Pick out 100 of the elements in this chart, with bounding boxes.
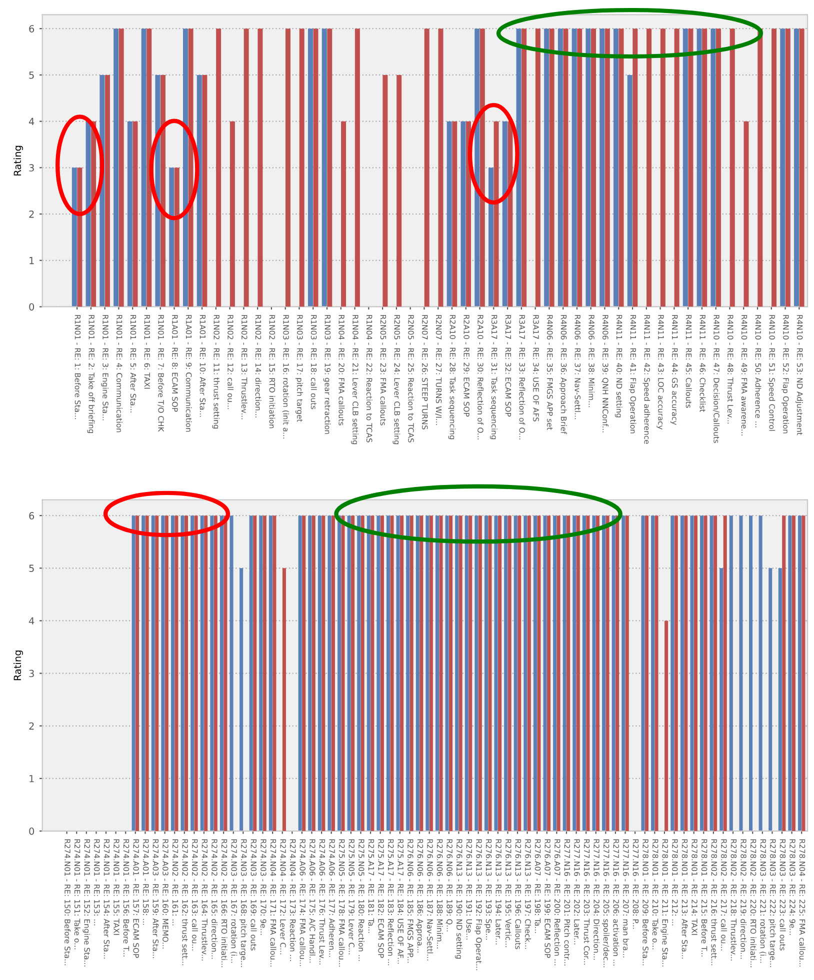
bar: [533, 516, 537, 832]
bar: [127, 121, 132, 307]
bar: [160, 74, 166, 307]
bar: [194, 516, 198, 832]
bar: [674, 28, 680, 307]
bar: [802, 516, 806, 832]
y-tick-label: 3: [29, 164, 34, 172]
bar: [792, 516, 796, 832]
bar: [563, 28, 568, 307]
bar: [618, 28, 624, 307]
bar: [174, 516, 178, 832]
bar: [327, 28, 332, 307]
bar: [702, 28, 708, 307]
bar: [498, 516, 502, 832]
bar: [464, 516, 468, 832]
y-axis-title: Rating: [14, 146, 23, 176]
bar: [468, 516, 472, 832]
bar: [651, 516, 655, 832]
bar: [155, 74, 160, 307]
bar: [586, 28, 591, 307]
bar: [308, 28, 313, 307]
bar: [308, 516, 312, 832]
bar: [592, 516, 596, 832]
bar: [544, 28, 550, 307]
bar: [142, 516, 146, 832]
bar: [272, 516, 276, 832]
bar: [406, 516, 410, 832]
bar: [508, 516, 512, 832]
bar: [132, 121, 138, 307]
bar: [572, 28, 577, 307]
bar: [680, 516, 684, 832]
bar: [768, 568, 772, 832]
bar: [220, 516, 224, 832]
bar: [298, 516, 302, 832]
bar: [782, 516, 786, 832]
bar: [370, 516, 374, 832]
bar: [400, 516, 404, 832]
bar: [145, 516, 149, 832]
bar: [730, 28, 735, 307]
bar: [141, 28, 146, 307]
bar: [488, 516, 492, 832]
bar: [664, 620, 668, 832]
bar: [439, 516, 443, 832]
bar: [77, 168, 82, 307]
bar: [604, 28, 610, 307]
bar: [262, 516, 266, 832]
bar: [670, 516, 674, 832]
bar: [480, 28, 485, 307]
bar: [799, 28, 804, 307]
bar: [244, 28, 249, 307]
bar: [216, 28, 222, 307]
bar: [716, 28, 721, 307]
bar: [590, 28, 596, 307]
bar: [660, 28, 666, 307]
bar: [416, 516, 420, 832]
y-tick-label: 2: [29, 722, 34, 730]
bar: [576, 516, 580, 832]
bar: [710, 28, 716, 307]
bar: [688, 28, 694, 307]
bar: [494, 121, 499, 307]
bar: [758, 516, 762, 832]
bar: [535, 28, 540, 307]
y-tick-label: 2: [29, 210, 34, 218]
bar: [682, 28, 688, 307]
bar: [566, 516, 570, 832]
bar: [146, 28, 152, 307]
y-tick-label: 5: [29, 72, 34, 79]
bar: [537, 516, 541, 832]
bar: [516, 28, 522, 307]
bar: [429, 516, 433, 832]
bar: [684, 516, 688, 832]
bar: [558, 28, 563, 307]
bar: [488, 168, 494, 307]
bar: [556, 516, 560, 832]
bar: [313, 28, 318, 307]
bar: [196, 74, 202, 307]
bar: [602, 516, 606, 832]
bar: [772, 28, 777, 307]
bar: [132, 516, 136, 832]
bar: [322, 28, 327, 307]
bar: [268, 516, 272, 832]
bar: [704, 516, 708, 832]
bar: [577, 28, 582, 307]
bar: [230, 121, 235, 307]
bar: [240, 568, 244, 832]
bar: [86, 121, 91, 307]
bar: [625, 516, 629, 832]
bar: [347, 516, 351, 832]
bar: [546, 516, 551, 832]
bar: [331, 516, 335, 832]
bar: [562, 516, 566, 832]
bar: [729, 516, 733, 832]
bar: [502, 121, 508, 307]
bar: [114, 28, 119, 307]
y-tick-label: 1: [30, 256, 34, 264]
bar: [170, 516, 174, 832]
bar: [214, 516, 218, 832]
bar: [572, 516, 576, 832]
bar: [758, 28, 763, 307]
bar: [161, 516, 165, 832]
